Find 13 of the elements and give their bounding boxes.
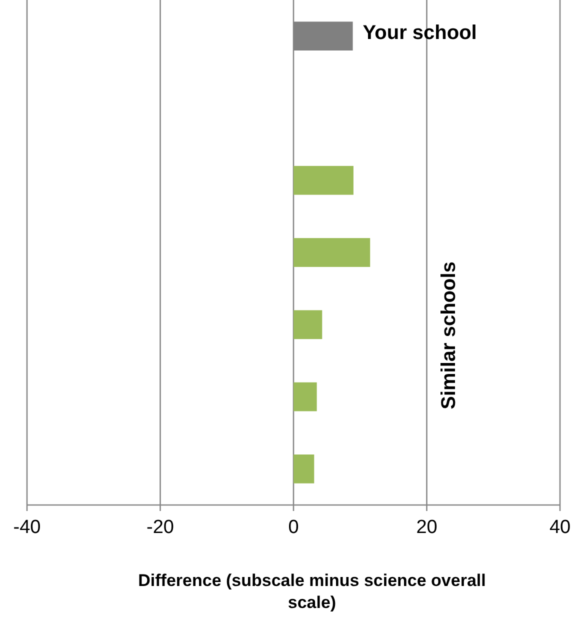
bar: [294, 166, 354, 195]
x-tick-label: -20: [146, 517, 174, 538]
annotation: Similar schools: [438, 262, 460, 410]
bar: [294, 382, 317, 412]
bar: [294, 310, 322, 340]
x-tick-label: 0: [288, 517, 299, 538]
bar: [294, 454, 314, 484]
x-axis-title: Difference (subscale minus science overall scale): [138, 571, 486, 612]
x-tick-label: 40: [549, 517, 571, 538]
x-tick-label: 20: [416, 517, 438, 538]
bar: [294, 238, 370, 267]
x-tick-label: -40: [13, 517, 41, 538]
annotation: Your school: [362, 22, 477, 44]
